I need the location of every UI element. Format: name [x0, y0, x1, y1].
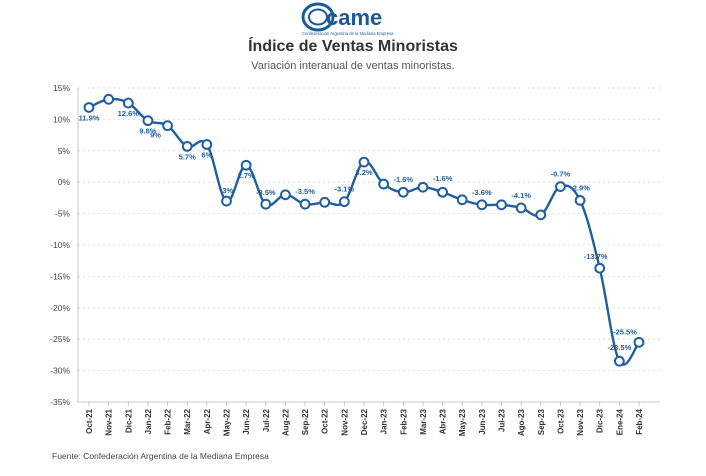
data-label: -3.5%	[256, 188, 276, 197]
data-label: 9%	[150, 131, 161, 140]
data-label: 9.8%	[139, 127, 156, 136]
data-point	[142, 115, 154, 127]
x-tick-label: Oct-23	[556, 408, 565, 433]
data-label: -3.1%	[335, 185, 355, 194]
data-label: -1.6%	[433, 174, 453, 183]
x-tick-label: Dec-22	[360, 408, 369, 435]
y-tick-label: -25%	[50, 334, 70, 344]
x-tick-label: Aug-22	[281, 408, 290, 436]
chart-title: Índice de Ventas Minoristas	[248, 38, 458, 55]
data-label: 11.9%	[79, 113, 100, 122]
x-tick-label: Nov-21	[105, 408, 114, 435]
data-label: 3.2%	[355, 168, 372, 177]
data-point	[555, 181, 566, 192]
data-point	[358, 156, 370, 168]
data-point	[515, 202, 527, 214]
data-point	[496, 199, 507, 211]
came-logo: came Confederación Argentina de la Media…	[301, 2, 394, 36]
x-tick-label: May-23	[458, 408, 467, 436]
y-tick-label: -30%	[50, 366, 70, 376]
data-label: -2.9%	[570, 183, 590, 192]
data-point	[633, 336, 645, 348]
x-tick-label: Sep-22	[301, 408, 310, 435]
x-tick-label: Jan-23	[380, 408, 389, 434]
data-point	[476, 199, 488, 211]
x-tick-label: Ene-24	[615, 408, 624, 435]
data-point	[103, 93, 115, 105]
x-tick-label: Jul-22	[262, 408, 271, 432]
data-point	[181, 141, 193, 152]
series-line	[88, 97, 640, 366]
x-tick-label: Mar-22	[183, 408, 192, 434]
data-point	[260, 198, 272, 210]
x-tick-label: Feb-22	[164, 408, 173, 434]
y-tick-label: -35%	[50, 397, 70, 407]
data-label: -28.5%	[607, 343, 631, 352]
data-point	[613, 355, 625, 367]
x-tick-label: Oct-21	[85, 408, 94, 433]
x-tick-label: Dic-21	[124, 408, 133, 433]
x-tick-label: Abr-23	[439, 408, 448, 434]
data-point	[594, 262, 606, 274]
x-tick-label: May-22	[223, 408, 232, 436]
data-label: -1.6%	[393, 175, 413, 184]
data-point	[280, 189, 291, 201]
x-tick-label: Jul-23	[498, 408, 507, 432]
x-tick-label: Nov-22	[340, 408, 349, 435]
y-tick-label: -15%	[50, 271, 70, 281]
data-label: -25.5%	[613, 327, 637, 336]
data-label: 2.7%	[238, 171, 255, 180]
data-point	[397, 186, 409, 198]
x-tick-label: Jun-23	[478, 408, 487, 434]
data-point	[319, 196, 331, 208]
y-tick-label: 0%	[58, 177, 71, 187]
data-point	[221, 195, 232, 207]
data-point	[456, 194, 468, 206]
data-point	[378, 178, 390, 190]
data-point	[437, 186, 448, 198]
chart-subtitle: Variación interanual de ventas minorista…	[251, 60, 455, 72]
data-label: -3.5%	[295, 187, 315, 196]
x-tick-label: Feb-24	[635, 408, 644, 434]
y-tick-label: 10%	[53, 114, 70, 124]
data-label: -3.6%	[472, 188, 492, 197]
y-tick-label: -5%	[55, 209, 71, 219]
x-tick-label: Oct-22	[321, 408, 330, 433]
data-point	[201, 139, 213, 150]
data-label: 5.7%	[179, 152, 196, 161]
data-label: -0.7%	[551, 170, 571, 179]
y-tick-label: -10%	[50, 240, 70, 250]
data-label: 12.6%	[118, 109, 140, 118]
data-point	[83, 102, 95, 113]
y-tick-label: 15%	[53, 83, 70, 93]
data-label: -13.7%	[584, 252, 608, 261]
data-point	[162, 120, 173, 132]
x-tick-label: Jun-22	[242, 408, 251, 434]
logo-tagline: Confederación Argentina de la Mediana Em…	[302, 31, 394, 36]
x-tick-label: Nov-23	[576, 408, 585, 435]
x-tick-label: Jan-22	[144, 408, 153, 434]
data-label: -3%	[220, 186, 234, 195]
y-tick-label: 5%	[58, 146, 71, 156]
data-point	[122, 97, 134, 109]
x-tick-label: Ago-23	[517, 408, 526, 436]
data-point	[338, 196, 350, 208]
data-label: 6%	[201, 151, 212, 160]
source-note: Fuente: Confederación Argentina de la Me…	[52, 451, 269, 461]
x-tick-label: Mar-23	[419, 408, 428, 434]
y-tick-label: -20%	[50, 303, 70, 313]
data-point	[417, 181, 429, 193]
x-tick-label: Sep-23	[537, 408, 546, 435]
data-point	[299, 198, 311, 210]
x-tick-label: Dic-23	[596, 408, 605, 433]
data-point	[535, 209, 547, 221]
data-point	[574, 195, 586, 206]
data-label: -4.1%	[511, 191, 531, 200]
data-point	[240, 159, 252, 171]
x-tick-label: Feb-23	[399, 408, 408, 434]
x-tick-label: Apr-22	[203, 408, 212, 434]
logo-wordmark: came	[326, 5, 382, 30]
